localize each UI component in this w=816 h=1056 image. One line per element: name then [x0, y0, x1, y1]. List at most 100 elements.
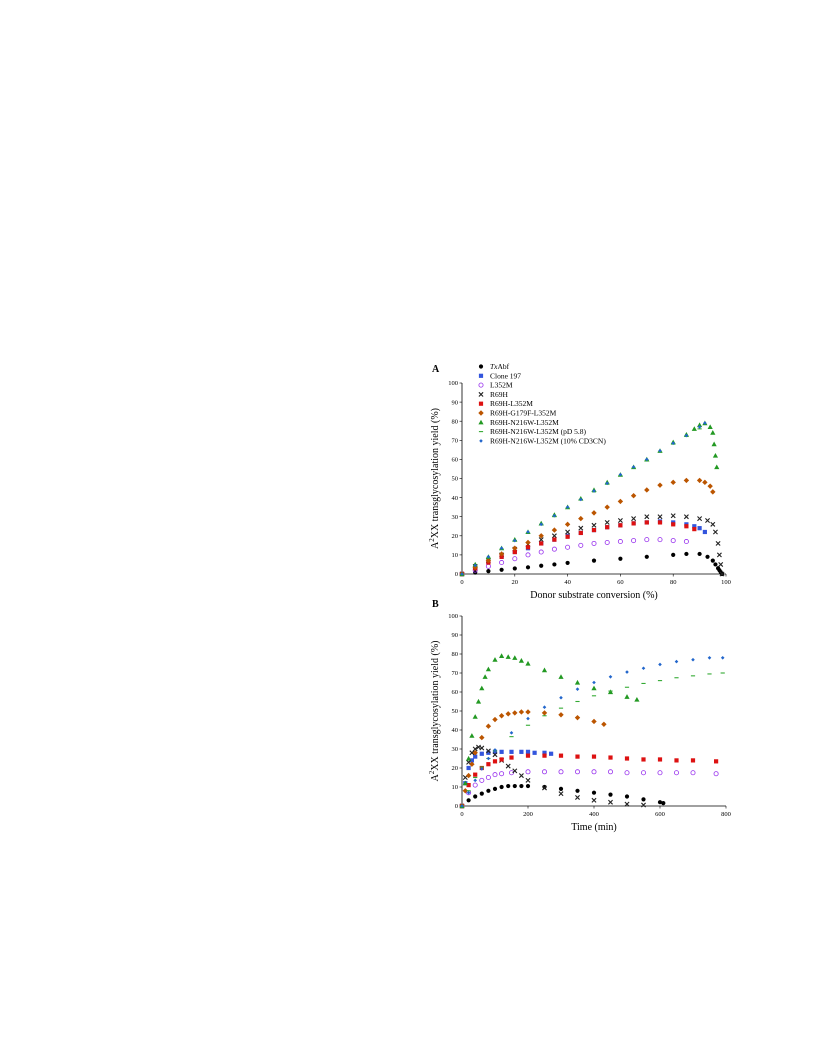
data-point [565, 529, 571, 535]
data-point [591, 797, 597, 803]
data-point [690, 758, 696, 763]
data-point [513, 538, 517, 543]
data-point [657, 757, 663, 762]
data-point [473, 778, 477, 783]
data-point [485, 748, 491, 754]
y-tick-label: 10 [452, 552, 459, 559]
data-point [499, 757, 504, 762]
data-point [574, 714, 581, 721]
data-point [578, 542, 584, 548]
legend-label: R69H-G179F-L352M [490, 409, 557, 418]
series-l352m [459, 537, 689, 577]
data-point [472, 714, 478, 719]
data-point [486, 569, 491, 574]
data-point [713, 562, 718, 567]
data-point [469, 733, 475, 738]
data-point [469, 750, 475, 756]
data-point [697, 551, 702, 557]
data-point [631, 465, 636, 469]
data-point [657, 482, 663, 488]
series-clone197 [459, 519, 707, 577]
data-point [479, 751, 484, 756]
data-point [575, 687, 580, 691]
data-point [485, 563, 491, 569]
data-point [657, 514, 663, 520]
data-point [482, 674, 488, 679]
legend-item: R69H-N216W-L352M (pD 5.8) [478, 427, 587, 436]
legend-item: Clone 197 [478, 371, 521, 380]
legend-item: R69H-L352M [478, 399, 533, 408]
legend-label: L352M [490, 381, 513, 390]
data-point [618, 556, 623, 561]
legend-item: R69H-N216W-L352M (10% CD3CN) [479, 436, 606, 445]
data-point [542, 705, 547, 709]
data-point [691, 426, 697, 431]
data-point [492, 749, 498, 754]
data-point [719, 571, 725, 577]
data-point [492, 759, 498, 764]
data-point [683, 477, 690, 484]
data-point [720, 656, 725, 660]
y-tick-label: 0 [455, 803, 458, 810]
data-point [644, 537, 650, 543]
data-point [657, 800, 663, 805]
data-point [493, 748, 497, 752]
legend-label: R69H-N216W-L352M (10% CD3CN) [490, 436, 606, 445]
series-txabf [459, 551, 725, 577]
data-point [472, 564, 478, 571]
data-point [661, 801, 666, 806]
data-point [473, 563, 477, 568]
data-point [518, 658, 524, 663]
data-point [526, 716, 530, 721]
x-tick-label: 600 [655, 811, 665, 818]
data-point [644, 514, 650, 520]
data-point [505, 763, 511, 769]
data-point [512, 566, 517, 571]
data-point [671, 441, 675, 445]
data-point [703, 421, 707, 425]
data-point [552, 562, 557, 567]
data-point [604, 539, 610, 545]
legend-marker [478, 373, 484, 378]
data-point [475, 698, 482, 704]
data-point [466, 783, 471, 788]
data-point [574, 679, 581, 685]
data-point [710, 521, 716, 527]
data-point [617, 498, 624, 505]
data-point [551, 546, 557, 552]
data-point [684, 551, 689, 557]
legend-label: R69H [490, 390, 509, 399]
data-point [538, 537, 544, 543]
series-r69h-l352m [459, 520, 697, 577]
data-point [697, 422, 703, 428]
data-point [674, 758, 679, 763]
series-clone197 [459, 749, 554, 809]
data-point [512, 655, 518, 660]
data-point [624, 801, 630, 807]
data-point [657, 537, 663, 543]
data-point [692, 524, 697, 529]
x-tick-label: 0 [460, 579, 463, 586]
data-point [539, 541, 544, 546]
data-point [634, 697, 640, 702]
data-point [472, 782, 478, 788]
data-point [558, 753, 564, 758]
data-point [692, 527, 697, 532]
data-point [658, 449, 662, 453]
data-point [630, 492, 637, 499]
y-tick-label: 20 [452, 765, 459, 772]
data-point [644, 554, 649, 559]
legend-item: R69H-G179F-L352M [478, 409, 557, 418]
data-point [658, 662, 662, 667]
data-point [641, 666, 646, 671]
data-point [558, 786, 564, 792]
legend-label: R69H-L352M [490, 399, 533, 408]
data-point [604, 504, 610, 510]
data-point [525, 545, 531, 550]
data-point [591, 718, 597, 725]
data-point [714, 464, 720, 470]
data-point [575, 788, 580, 793]
data-point [499, 771, 505, 777]
data-point [542, 750, 547, 755]
y-tick-label: 80 [452, 651, 459, 658]
